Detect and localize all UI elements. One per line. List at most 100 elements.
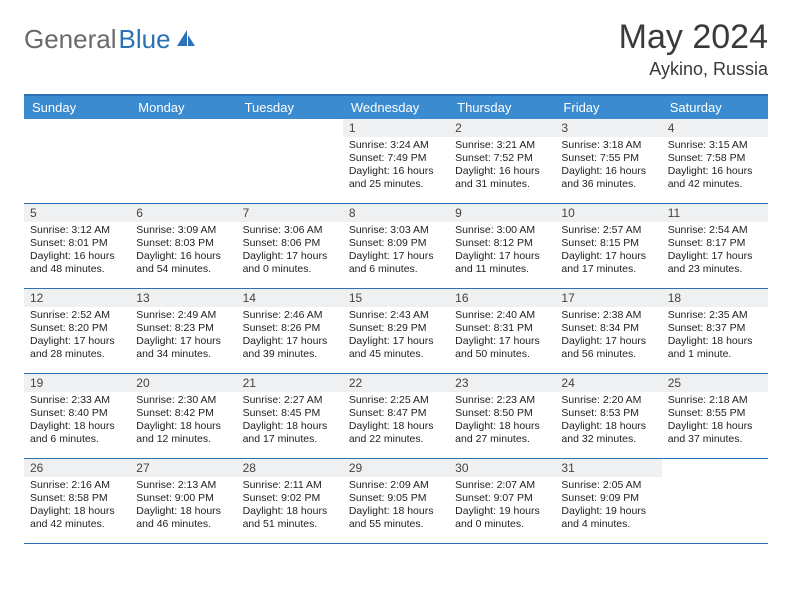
- sunrise-line: Sunrise: 2:05 AM: [561, 479, 655, 492]
- day-header-row: SundayMondayTuesdayWednesdayThursdayFrid…: [24, 96, 768, 119]
- sunrise-line: Sunrise: 2:27 AM: [243, 394, 337, 407]
- day-number: 11: [662, 204, 768, 222]
- location-label: Aykino, Russia: [619, 59, 768, 80]
- sunset-line: Sunset: 8:31 PM: [455, 322, 549, 335]
- sunset-line: Sunset: 8:42 PM: [136, 407, 230, 420]
- calendar-week: 12Sunrise: 2:52 AMSunset: 8:20 PMDayligh…: [24, 289, 768, 374]
- sunrise-line: Sunrise: 2:46 AM: [243, 309, 337, 322]
- calendar-cell: 15Sunrise: 2:43 AMSunset: 8:29 PMDayligh…: [343, 289, 449, 373]
- calendar-cell: 13Sunrise: 2:49 AMSunset: 8:23 PMDayligh…: [130, 289, 236, 373]
- calendar-cell: 11Sunrise: 2:54 AMSunset: 8:17 PMDayligh…: [662, 204, 768, 288]
- calendar-cell: 6Sunrise: 3:09 AMSunset: 8:03 PMDaylight…: [130, 204, 236, 288]
- sunset-line: Sunset: 8:58 PM: [30, 492, 124, 505]
- day-header: Tuesday: [237, 96, 343, 119]
- daylight-line: Daylight: 17 hours and 11 minutes.: [455, 250, 549, 276]
- day-number: 7: [237, 204, 343, 222]
- day-header: Monday: [130, 96, 236, 119]
- sunset-line: Sunset: 8:17 PM: [668, 237, 762, 250]
- sunset-line: Sunset: 8:06 PM: [243, 237, 337, 250]
- sunset-line: Sunset: 9:07 PM: [455, 492, 549, 505]
- cell-body: Sunrise: 2:27 AMSunset: 8:45 PMDaylight:…: [237, 394, 343, 451]
- calendar-cell: 26Sunrise: 2:16 AMSunset: 8:58 PMDayligh…: [24, 459, 130, 543]
- calendar-cell: 12Sunrise: 2:52 AMSunset: 8:20 PMDayligh…: [24, 289, 130, 373]
- sunrise-line: Sunrise: 2:43 AM: [349, 309, 443, 322]
- cell-body: Sunrise: 3:06 AMSunset: 8:06 PMDaylight:…: [237, 224, 343, 281]
- cell-body: Sunrise: 3:03 AMSunset: 8:09 PMDaylight:…: [343, 224, 449, 281]
- sunrise-line: Sunrise: 2:33 AM: [30, 394, 124, 407]
- weeks-container: 1Sunrise: 3:24 AMSunset: 7:49 PMDaylight…: [24, 119, 768, 544]
- daylight-line: Daylight: 16 hours and 31 minutes.: [455, 165, 549, 191]
- daylight-line: Daylight: 18 hours and 27 minutes.: [455, 420, 549, 446]
- calendar-cell: 5Sunrise: 3:12 AMSunset: 8:01 PMDaylight…: [24, 204, 130, 288]
- daylight-line: Daylight: 17 hours and 23 minutes.: [668, 250, 762, 276]
- calendar-cell: [130, 119, 236, 203]
- day-number: 27: [130, 459, 236, 477]
- cell-body: Sunrise: 2:13 AMSunset: 9:00 PMDaylight:…: [130, 479, 236, 536]
- day-number: 21: [237, 374, 343, 392]
- sunrise-line: Sunrise: 2:18 AM: [668, 394, 762, 407]
- daylight-line: Daylight: 17 hours and 50 minutes.: [455, 335, 549, 361]
- day-header: Sunday: [24, 96, 130, 119]
- sunrise-line: Sunrise: 2:52 AM: [30, 309, 124, 322]
- sunrise-line: Sunrise: 3:21 AM: [455, 139, 549, 152]
- cell-body: Sunrise: 2:18 AMSunset: 8:55 PMDaylight:…: [662, 394, 768, 451]
- sunrise-line: Sunrise: 2:25 AM: [349, 394, 443, 407]
- cell-body: Sunrise: 2:16 AMSunset: 8:58 PMDaylight:…: [24, 479, 130, 536]
- calendar-cell: 18Sunrise: 2:35 AMSunset: 8:37 PMDayligh…: [662, 289, 768, 373]
- day-number: 15: [343, 289, 449, 307]
- page-header: GeneralBlue May 2024 Aykino, Russia: [24, 18, 768, 80]
- sunrise-line: Sunrise: 2:23 AM: [455, 394, 549, 407]
- sunrise-line: Sunrise: 3:03 AM: [349, 224, 443, 237]
- sunrise-line: Sunrise: 3:00 AM: [455, 224, 549, 237]
- day-number: 3: [555, 119, 661, 137]
- sunrise-line: Sunrise: 2:40 AM: [455, 309, 549, 322]
- sunrise-line: Sunrise: 2:16 AM: [30, 479, 124, 492]
- daylight-line: Daylight: 17 hours and 0 minutes.: [243, 250, 337, 276]
- daylight-line: Daylight: 18 hours and 46 minutes.: [136, 505, 230, 531]
- sunset-line: Sunset: 9:05 PM: [349, 492, 443, 505]
- daylight-line: Daylight: 16 hours and 36 minutes.: [561, 165, 655, 191]
- calendar-cell: 14Sunrise: 2:46 AMSunset: 8:26 PMDayligh…: [237, 289, 343, 373]
- calendar-cell: 29Sunrise: 2:09 AMSunset: 9:05 PMDayligh…: [343, 459, 449, 543]
- daylight-line: Daylight: 19 hours and 0 minutes.: [455, 505, 549, 531]
- sunset-line: Sunset: 7:58 PM: [668, 152, 762, 165]
- calendar-cell: 16Sunrise: 2:40 AMSunset: 8:31 PMDayligh…: [449, 289, 555, 373]
- sunset-line: Sunset: 8:26 PM: [243, 322, 337, 335]
- calendar-cell: [662, 459, 768, 543]
- daylight-line: Daylight: 17 hours and 6 minutes.: [349, 250, 443, 276]
- sunset-line: Sunset: 8:50 PM: [455, 407, 549, 420]
- cell-body: Sunrise: 2:23 AMSunset: 8:50 PMDaylight:…: [449, 394, 555, 451]
- cell-body: Sunrise: 3:12 AMSunset: 8:01 PMDaylight:…: [24, 224, 130, 281]
- day-number: 1: [343, 119, 449, 137]
- cell-body: Sunrise: 3:09 AMSunset: 8:03 PMDaylight:…: [130, 224, 236, 281]
- sunrise-line: Sunrise: 2:49 AM: [136, 309, 230, 322]
- day-number: 8: [343, 204, 449, 222]
- calendar-cell: 8 Sunrise: 3:03 AMSunset: 8:09 PMDaylight…: [343, 204, 449, 288]
- day-number: 9: [449, 204, 555, 222]
- sunrise-line: Sunrise: 2:07 AM: [455, 479, 549, 492]
- cell-body: Sunrise: 2:40 AMSunset: 8:31 PMDaylight:…: [449, 309, 555, 366]
- sunset-line: Sunset: 7:55 PM: [561, 152, 655, 165]
- day-number: 28: [237, 459, 343, 477]
- cell-body: Sunrise: 2:20 AMSunset: 8:53 PMDaylight:…: [555, 394, 661, 451]
- calendar: SundayMondayTuesdayWednesdayThursdayFrid…: [24, 94, 768, 544]
- calendar-cell: 30Sunrise: 2:07 AMSunset: 9:07 PMDayligh…: [449, 459, 555, 543]
- calendar-cell: 4Sunrise: 3:15 AMSunset: 7:58 PMDaylight…: [662, 119, 768, 203]
- day-number: 19: [24, 374, 130, 392]
- cell-body: Sunrise: 3:18 AMSunset: 7:55 PMDaylight:…: [555, 139, 661, 196]
- daylight-line: Daylight: 18 hours and 32 minutes.: [561, 420, 655, 446]
- calendar-week: 19Sunrise: 2:33 AMSunset: 8:40 PMDayligh…: [24, 374, 768, 459]
- calendar-cell: 7 Sunrise: 3:06 AMSunset: 8:06 PMDaylight…: [237, 204, 343, 288]
- calendar-cell: 2Sunrise: 3:21 AMSunset: 7:52 PMDaylight…: [449, 119, 555, 203]
- daylight-line: Daylight: 17 hours and 28 minutes.: [30, 335, 124, 361]
- daylight-line: Daylight: 18 hours and 12 minutes.: [136, 420, 230, 446]
- sunset-line: Sunset: 8:01 PM: [30, 237, 124, 250]
- day-number: 14: [237, 289, 343, 307]
- day-header: Wednesday: [343, 96, 449, 119]
- calendar-cell: [24, 119, 130, 203]
- sunrise-line: Sunrise: 2:38 AM: [561, 309, 655, 322]
- daylight-line: Daylight: 18 hours and 42 minutes.: [30, 505, 124, 531]
- sunset-line: Sunset: 8:23 PM: [136, 322, 230, 335]
- brand-part2: Blue: [119, 24, 171, 55]
- sunrise-line: Sunrise: 2:09 AM: [349, 479, 443, 492]
